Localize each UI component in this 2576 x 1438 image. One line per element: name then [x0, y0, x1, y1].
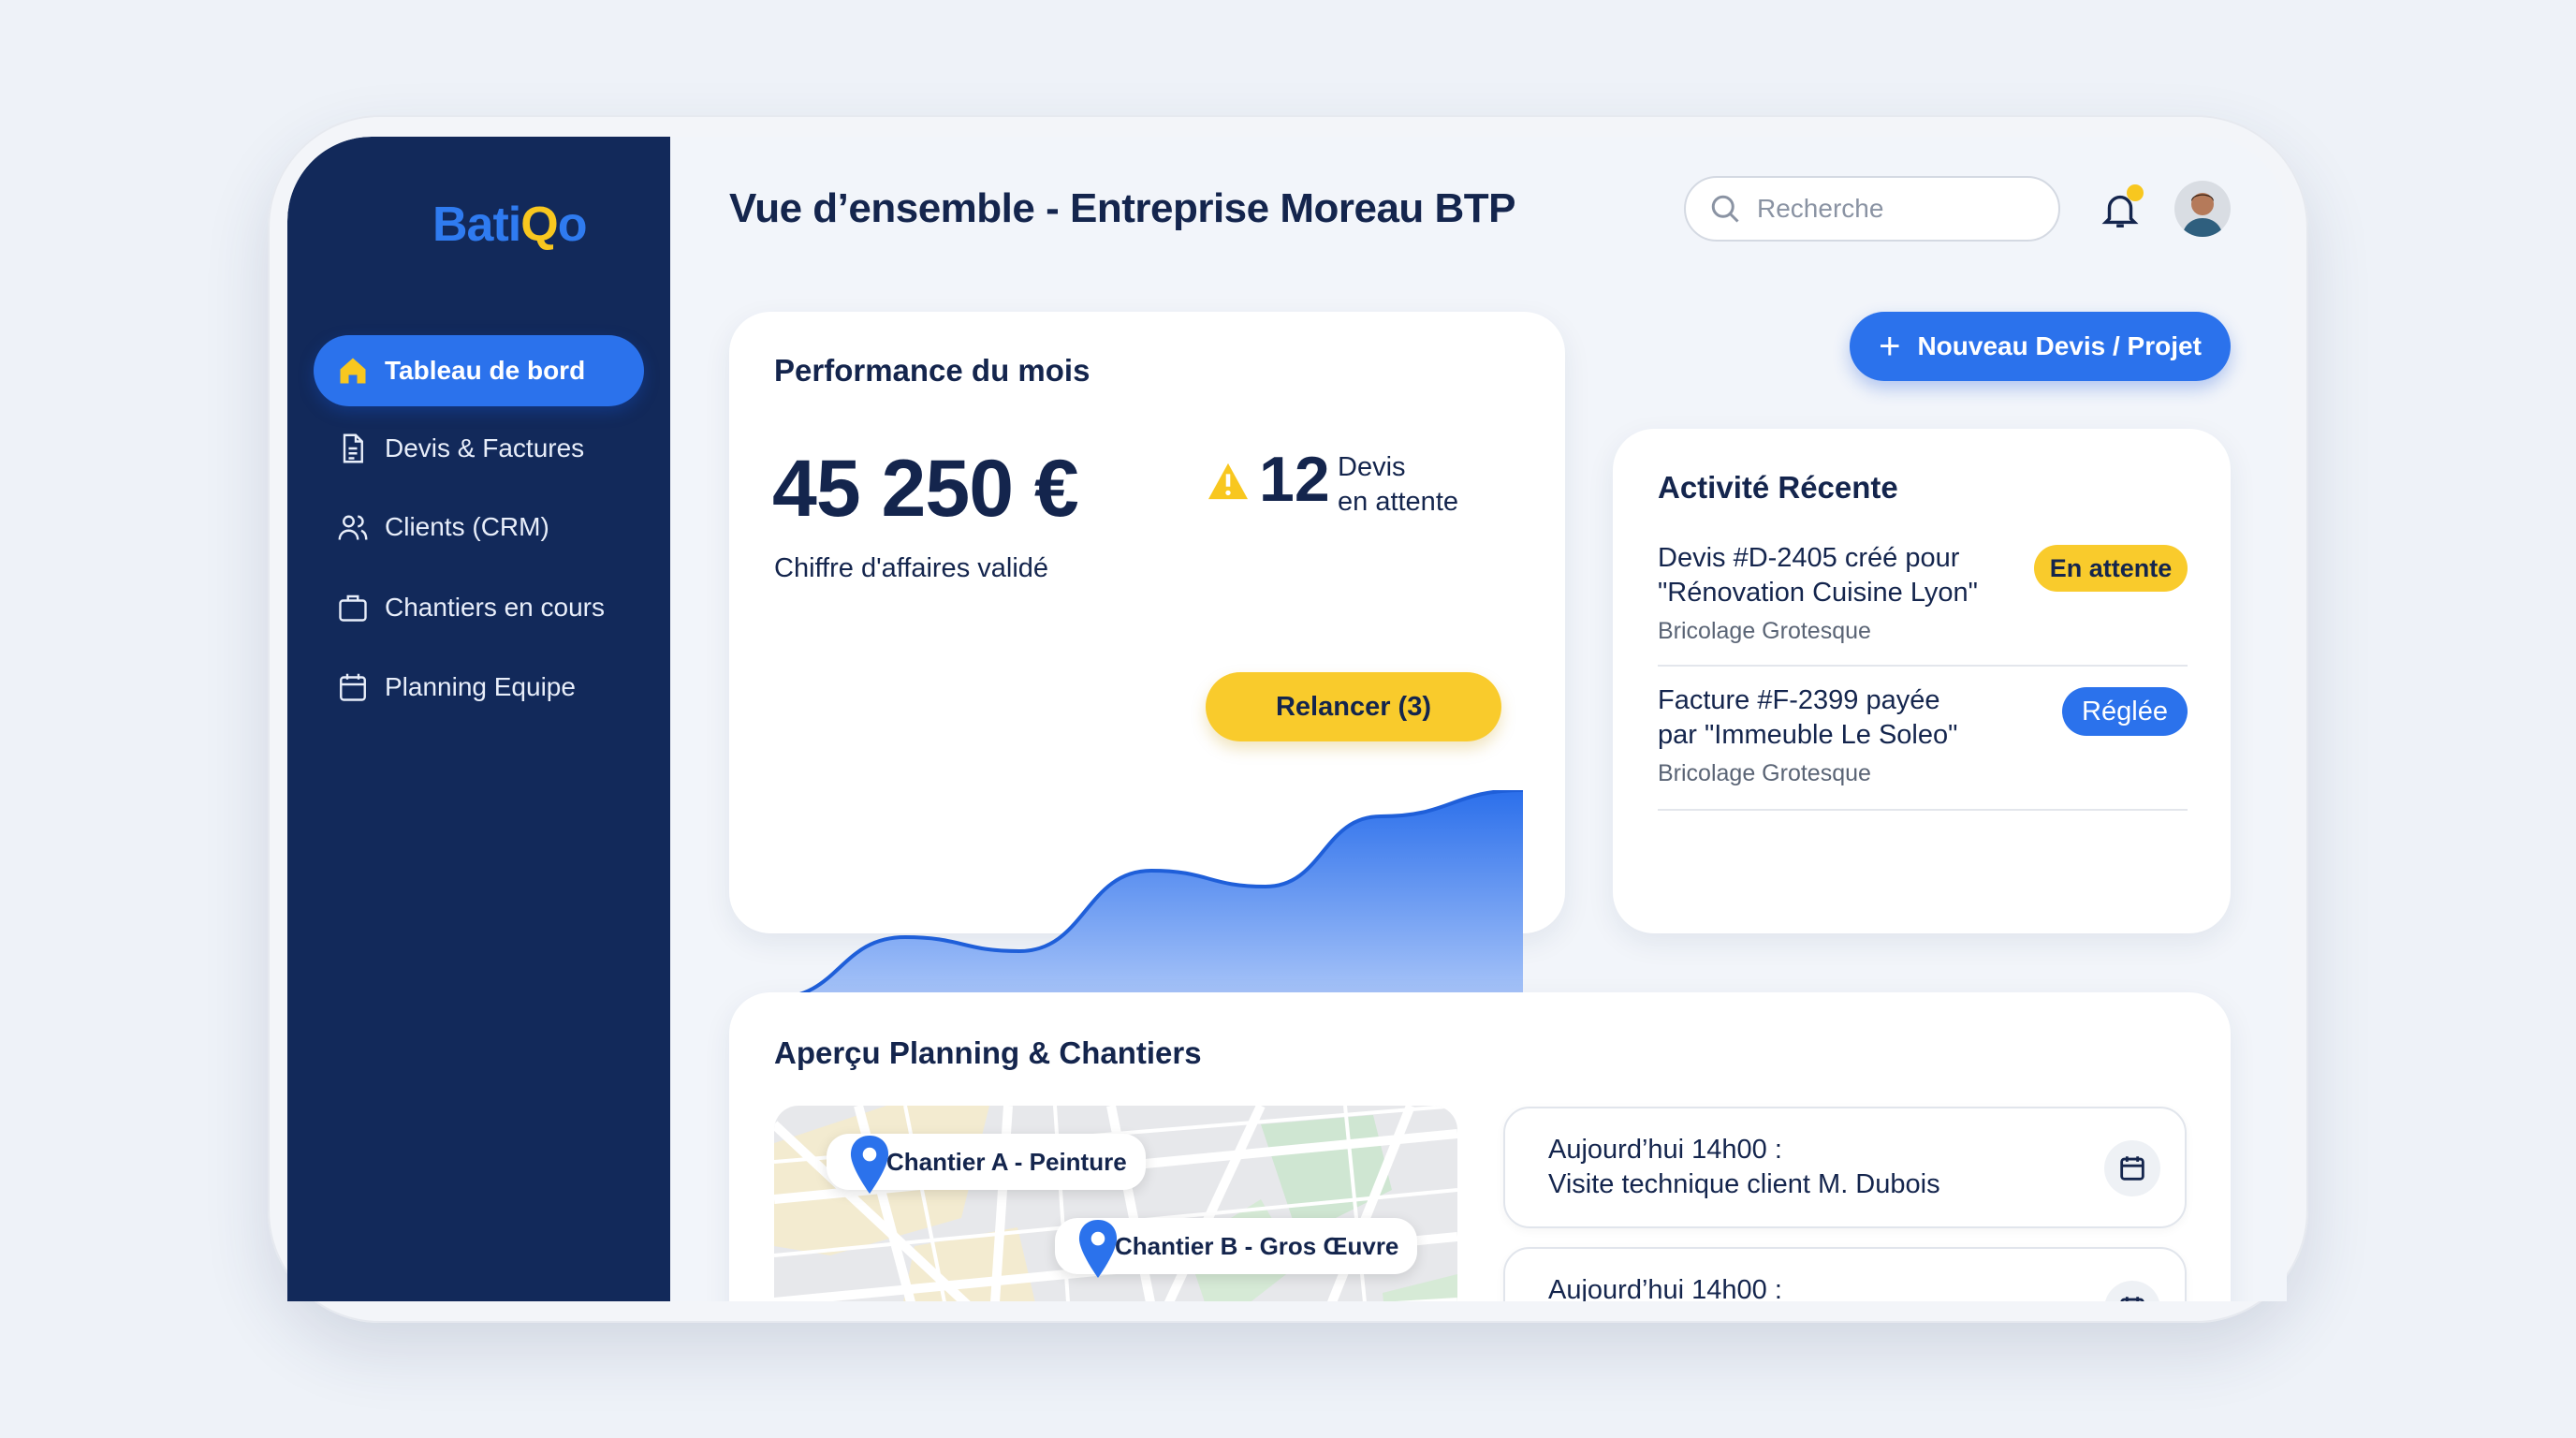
planning-card: Aperçu Planning & Chantiers Chantier A -… — [729, 992, 2231, 1301]
revenue-label: Chiffre d'affaires validé — [774, 553, 1049, 583]
page-title: Vue d’ensemble - Entreprise Moreau BTP — [729, 185, 1516, 231]
map-marker-chantier-b[interactable]: Chantier B - Gros Œuvre — [1055, 1218, 1418, 1278]
user-avatar-icon — [2182, 193, 2223, 237]
notification-dot — [2127, 184, 2144, 201]
pending-label: Devis en attente — [1338, 450, 1458, 520]
search-input[interactable]: Recherche — [1684, 176, 2060, 242]
document-icon — [343, 433, 363, 463]
plus-icon: + — [1879, 326, 1901, 367]
event-calendar-button[interactable] — [2104, 1281, 2160, 1301]
logo-text: Bati — [432, 198, 521, 252]
revenue-value: 45 250 € — [772, 444, 1079, 534]
users-icon — [338, 515, 368, 540]
recent-activity-card: Activité Récente Devis #D-2405 créé pour… — [1613, 429, 2231, 933]
pending-label-line1: Devis — [1338, 452, 1406, 482]
pending-label-line2: en attente — [1338, 487, 1458, 517]
event-calendar-button[interactable] — [2104, 1140, 2160, 1196]
pending-count: 12 — [1259, 444, 1330, 515]
divider — [1658, 665, 2188, 667]
event-card[interactable]: Aujourd’hui 14h00 : Visite technique cli… — [1503, 1107, 2187, 1228]
sidebar: BatiQo Tableau de bord Devis & Factures … — [287, 137, 670, 1301]
relancer-button[interactable]: Relancer (3) — [1206, 672, 1501, 741]
sidebar-item-planning[interactable]: Planning Equipe — [314, 652, 644, 723]
app-screen: BatiQo Tableau de bord Devis & Factures … — [287, 137, 2287, 1301]
activity-line2: par "Immeuble Le Soleo" — [1658, 720, 1958, 750]
sidebar-item-label: Tableau de bord — [385, 356, 586, 385]
map-pin-icon — [850, 1136, 889, 1194]
chart-line — [774, 790, 1523, 1000]
bell-icon — [2101, 195, 2139, 227]
divider — [1658, 809, 2188, 811]
sidebar-item-tableau-de-bord[interactable]: Tableau de bord — [314, 335, 644, 406]
map[interactable]: Chantier A - Peinture Chantier B - Gros … — [774, 1106, 1457, 1301]
map-marker-label: Chantier A - Peinture — [886, 1147, 1127, 1176]
sidebar-item-clients[interactable]: Clients (CRM) — [314, 492, 644, 563]
event-time: Aujourd’hui 14h00 : — [1548, 1135, 1782, 1165]
sidebar-item-label: Devis & Factures — [385, 433, 585, 462]
performance-title: Performance du mois — [774, 353, 1090, 388]
activity-line1: Devis #D-2405 créé pour — [1658, 543, 1960, 573]
map-marker-chantier-a[interactable]: Chantier A - Peinture — [827, 1134, 1146, 1194]
calendar-icon — [2120, 1156, 2144, 1181]
activity-line1: Facture #F-2399 payée — [1658, 685, 1940, 715]
notifications-button[interactable] — [2099, 184, 2144, 231]
briefcase-icon — [339, 594, 367, 622]
activity-title: Activité Récente — [1658, 470, 1898, 505]
logo-text-o: o — [557, 198, 588, 252]
sidebar-item-devis-factures[interactable]: Devis & Factures — [314, 413, 644, 484]
relancer-label: Relancer (3) — [1275, 691, 1431, 722]
search-placeholder: Recherche — [1757, 194, 1884, 223]
map-marker-label: Chantier B - Gros Œuvre — [1115, 1231, 1399, 1260]
event-description: Visite technique client M. Dubois — [1548, 1169, 1940, 1199]
search-icon — [1711, 195, 1739, 223]
event-card[interactable]: Aujourd’hui 14h00 : — [1503, 1247, 2187, 1301]
event-time: Aujourd’hui 14h00 : — [1548, 1275, 1782, 1301]
sidebar-item-chantiers[interactable]: Chantiers en cours — [314, 572, 644, 643]
status-badge-pending: En attente — [2034, 545, 2188, 592]
activity-sub: Bricolage Grotesque — [1658, 760, 1871, 786]
map-pin-icon — [1078, 1220, 1118, 1278]
chart-area — [774, 790, 1523, 1026]
performance-card: Performance du mois 45 250 € Chiffre d'a… — [729, 312, 1565, 1026]
avatar[interactable] — [2174, 181, 2231, 237]
home-icon — [340, 358, 366, 384]
logo[interactable]: BatiQo — [432, 197, 588, 253]
activity-line2: "Rénovation Cuisine Lyon" — [1658, 578, 1978, 608]
sidebar-item-label: Planning Equipe — [385, 672, 576, 701]
planning-title: Aperçu Planning & Chantiers — [774, 1035, 1202, 1070]
logo-text-q: Q — [520, 198, 558, 252]
calendar-icon — [340, 673, 366, 701]
new-quote-label: Nouveau Devis / Projet — [1917, 331, 2202, 360]
sidebar-item-label: Chantiers en cours — [385, 593, 606, 622]
activity-item[interactable]: Facture #F-2399 payée par "Immeuble Le S… — [1658, 683, 2188, 787]
performance-area-chart — [774, 790, 1523, 1026]
new-quote-project-button[interactable]: + Nouveau Devis / Projet — [1850, 312, 2231, 381]
calendar-icon — [2120, 1297, 2144, 1301]
sidebar-item-label: Clients (CRM) — [385, 512, 549, 541]
status-badge-paid: Réglée — [2062, 687, 2188, 736]
activity-item[interactable]: Devis #D-2405 créé pour "Rénovation Cuis… — [1658, 541, 2188, 645]
activity-sub: Bricolage Grotesque — [1658, 618, 1871, 644]
warning-icon — [1208, 462, 1248, 500]
